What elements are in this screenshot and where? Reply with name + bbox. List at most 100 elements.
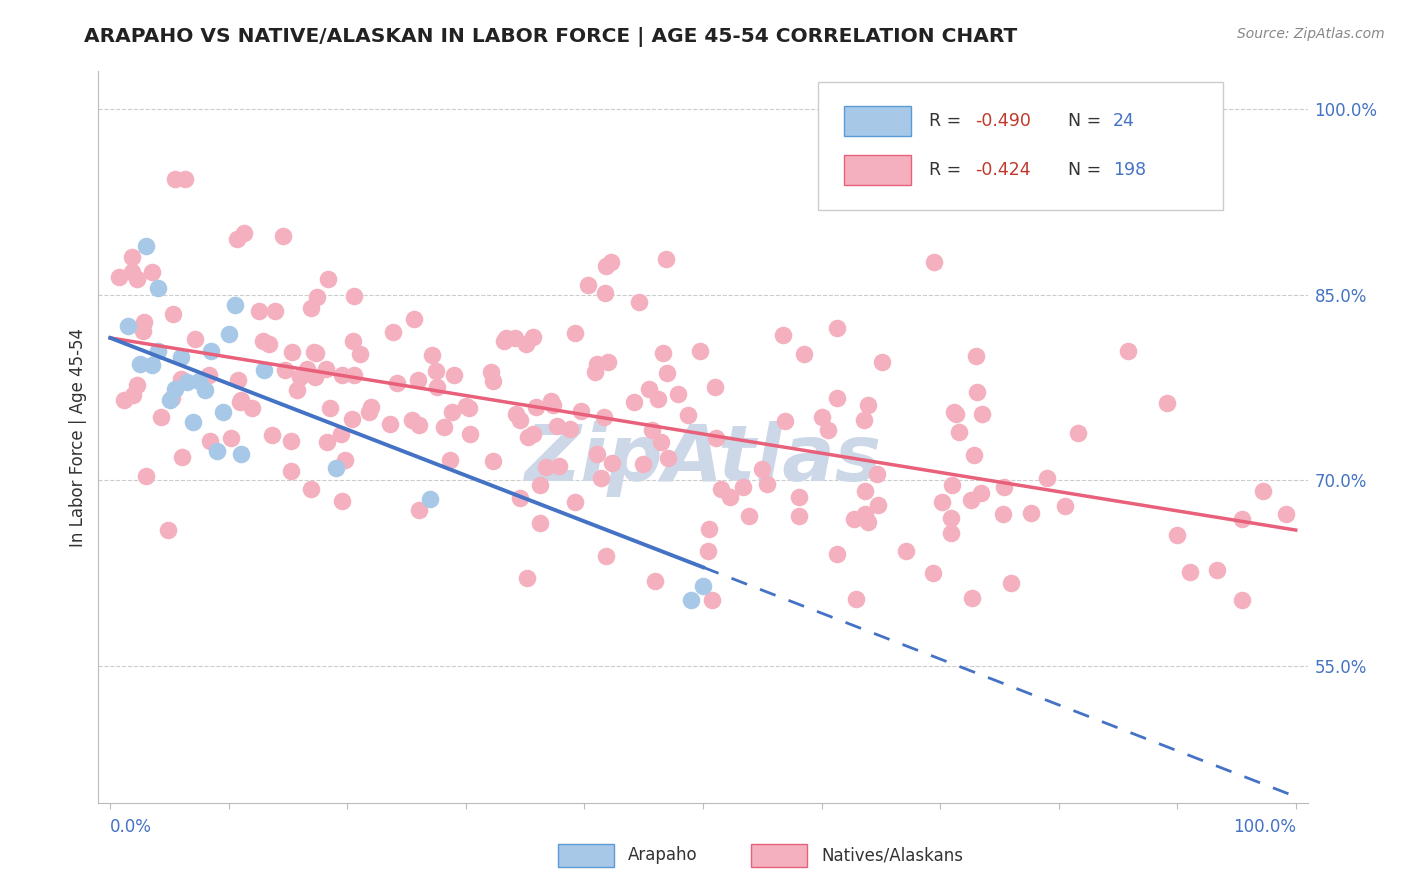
- Point: [856, 398, 879, 412]
- Text: Source: ZipAtlas.com: Source: ZipAtlas.com: [1237, 27, 1385, 41]
- Point: [457, 401, 479, 415]
- Point: [194, 383, 217, 397]
- Point: [135, 239, 157, 253]
- Point: [931, 495, 953, 509]
- FancyBboxPatch shape: [818, 82, 1223, 211]
- Text: Arapaho: Arapaho: [628, 847, 697, 864]
- Bar: [845, 155, 911, 185]
- Point: [247, 304, 270, 318]
- Point: [288, 370, 311, 384]
- Point: [252, 334, 274, 348]
- Point: [200, 343, 222, 358]
- Point: [159, 393, 181, 408]
- Point: [948, 425, 970, 439]
- Point: [117, 318, 139, 333]
- Point: [330, 494, 353, 508]
- Text: ARAPAHO VS NATIVE/ALASKAN IN LABOR FORCE | AGE 45-54 CORRELATION CHART: ARAPAHO VS NATIVE/ALASKAN IN LABOR FORCE…: [84, 27, 1018, 46]
- Point: [226, 373, 249, 387]
- Point: [844, 511, 866, 525]
- Point: [439, 453, 461, 467]
- Point: [505, 331, 527, 345]
- Point: [378, 417, 401, 431]
- Point: [162, 391, 184, 405]
- Point: [524, 400, 547, 414]
- Point: [657, 366, 679, 380]
- Point: [755, 477, 778, 491]
- Point: [443, 368, 465, 382]
- Bar: [558, 844, 613, 867]
- Point: [482, 453, 505, 467]
- Point: [1166, 528, 1188, 542]
- Point: [853, 483, 876, 498]
- Point: [921, 566, 943, 581]
- Text: -0.490: -0.490: [976, 112, 1031, 130]
- Point: [775, 414, 797, 428]
- Point: [481, 374, 503, 388]
- Point: [188, 374, 211, 388]
- Point: [419, 491, 441, 506]
- Point: [960, 492, 983, 507]
- Point: [1035, 471, 1057, 485]
- Point: [131, 324, 153, 338]
- Point: [325, 460, 347, 475]
- Point: [655, 252, 678, 267]
- Point: [146, 344, 169, 359]
- Point: [704, 431, 727, 445]
- Point: [295, 361, 318, 376]
- Point: [853, 508, 876, 522]
- Point: [845, 592, 868, 607]
- Point: [253, 362, 276, 376]
- Point: [173, 171, 195, 186]
- Point: [825, 321, 848, 335]
- Point: [666, 386, 689, 401]
- Point: [271, 229, 294, 244]
- Point: [681, 593, 703, 607]
- Point: [274, 363, 297, 377]
- Text: ZipAtlas: ZipAtlas: [524, 421, 882, 497]
- Point: [623, 395, 645, 409]
- Point: [330, 426, 353, 441]
- Point: [939, 511, 962, 525]
- Point: [197, 368, 219, 382]
- Point: [564, 326, 586, 340]
- Point: [420, 348, 443, 362]
- Point: [692, 578, 714, 592]
- Point: [733, 480, 755, 494]
- Point: [817, 424, 839, 438]
- Point: [125, 272, 148, 286]
- Point: [697, 522, 720, 536]
- Point: [941, 478, 963, 492]
- Point: [569, 404, 592, 418]
- Point: [232, 226, 254, 240]
- Point: [440, 404, 463, 418]
- Point: [229, 447, 252, 461]
- Point: [793, 347, 815, 361]
- Text: Natives/Alaskans: Natives/Alaskans: [821, 847, 963, 864]
- Point: [340, 412, 363, 426]
- Point: [593, 285, 616, 300]
- Point: [810, 409, 832, 424]
- Text: 100.0%: 100.0%: [1233, 818, 1296, 836]
- Point: [299, 301, 322, 315]
- Point: [1253, 483, 1275, 498]
- Point: [600, 456, 623, 470]
- Point: [134, 469, 156, 483]
- Point: [595, 259, 617, 273]
- Point: [600, 255, 623, 269]
- Point: [316, 272, 339, 286]
- Point: [868, 498, 890, 512]
- Point: [319, 401, 342, 416]
- Point: [651, 345, 673, 359]
- Point: [593, 410, 616, 425]
- Point: [939, 525, 962, 540]
- Point: [425, 364, 447, 378]
- Point: [564, 495, 586, 509]
- Point: [259, 337, 281, 351]
- Point: [1019, 506, 1042, 520]
- Point: [647, 392, 669, 406]
- Point: [121, 250, 143, 264]
- Point: [595, 549, 617, 563]
- Point: [494, 334, 516, 348]
- Point: [529, 516, 551, 530]
- Point: [657, 450, 679, 465]
